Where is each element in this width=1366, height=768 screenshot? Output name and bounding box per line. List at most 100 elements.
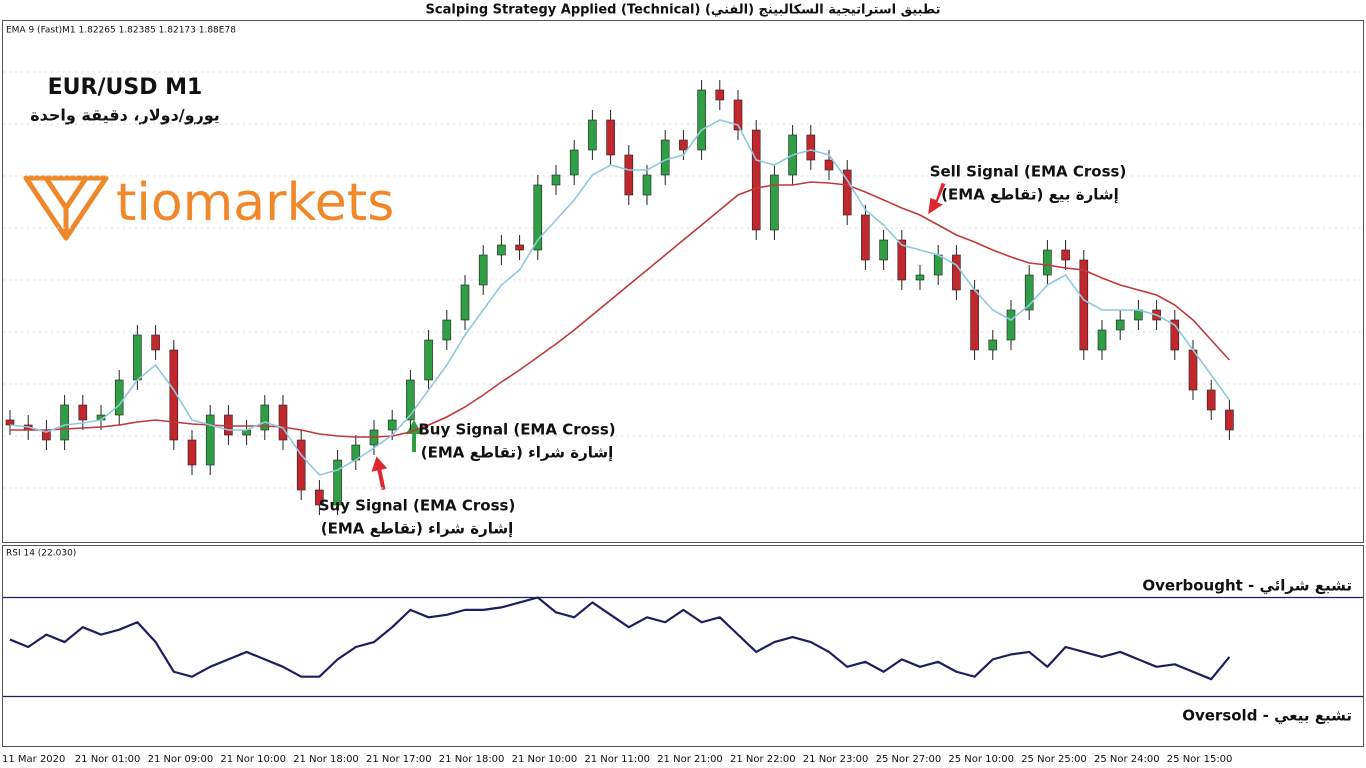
x-tick-label: 25 Nor 24:00 <box>1094 754 1160 765</box>
candle-body <box>897 239 907 281</box>
candle-body <box>78 404 88 421</box>
candle-body <box>842 169 852 216</box>
candle-body <box>1079 259 1089 351</box>
candle-body <box>606 119 615 156</box>
candle-body <box>151 334 160 351</box>
candle-body <box>460 284 470 321</box>
x-tick-label: 21 Nor 21:00 <box>657 754 723 765</box>
candle-body <box>1115 319 1125 331</box>
candle-body <box>406 379 415 421</box>
level-label: Oversold - تشبع بيعي <box>1182 707 1352 725</box>
candle-body <box>1206 389 1216 411</box>
page-title: Scalping Strategy Applied (Technical) تط… <box>426 3 941 18</box>
candle-body <box>970 289 979 351</box>
candle-body <box>861 214 870 261</box>
annotation-title: Suy Signal (EMA Cross) <box>319 497 516 515</box>
candle-body <box>315 489 324 506</box>
candle-body <box>1006 309 1016 341</box>
brand-name: tiomarkets <box>116 173 394 233</box>
symbol: EUR/USD M1 <box>48 75 203 100</box>
candle-body <box>569 149 579 176</box>
candle-body <box>697 89 706 151</box>
candle-body <box>224 414 233 436</box>
candle-body <box>497 244 506 256</box>
candle-body <box>205 414 215 466</box>
candle-body <box>715 89 725 101</box>
x-tick-label: 21 Nor 22:00 <box>730 754 796 765</box>
x-tick-label: 21 Nor 17:00 <box>366 754 432 765</box>
candle-body <box>1024 274 1034 311</box>
buy-arrow-red <box>371 456 388 491</box>
candle-body <box>806 134 816 161</box>
x-tick-label: 21 Nor 18:00 <box>439 754 505 765</box>
candle-body <box>1188 349 1198 391</box>
x-tick-label: 21 Nor 11:00 <box>584 754 650 765</box>
candle-body <box>952 254 961 291</box>
candle-body <box>478 254 488 286</box>
candle-body <box>60 404 69 441</box>
candle-body <box>133 334 142 381</box>
annotation-title: Sell Signal (EMA Cross) <box>930 163 1127 181</box>
candle-body <box>1225 409 1234 431</box>
symbol-subtitle: يورو/دولار، دقيقة واحدة <box>30 106 220 125</box>
annotation-subtitle: إشارة شراء (تقاطع EMA) <box>321 520 514 538</box>
candle-body <box>515 244 524 251</box>
candle-body <box>770 174 779 231</box>
candle-body <box>260 404 270 431</box>
level-label: Overbought - تشبع شرائي <box>1142 577 1352 595</box>
x-tick-label: 25 Nor 10:00 <box>948 754 1014 765</box>
candle-body <box>679 139 688 151</box>
candle-body <box>187 439 197 466</box>
brand-logo: tiomarkets <box>23 173 394 241</box>
candle-body <box>296 439 306 491</box>
candle-body <box>1043 249 1052 276</box>
candle-body <box>114 379 124 416</box>
x-tick-label: 21 Nor 10:00 <box>512 754 578 765</box>
rsi-header: RSI 14 (22.030) <box>6 549 76 559</box>
candle-body <box>660 139 670 176</box>
candle-body <box>1097 329 1107 351</box>
candle-body <box>588 119 597 151</box>
candle-body <box>915 274 925 281</box>
x-tick-label: 21 Nor 09:00 <box>148 754 214 765</box>
sell-arrow <box>928 182 946 215</box>
candle-body <box>624 154 634 196</box>
candle-body <box>387 419 397 431</box>
candle-body <box>551 174 561 186</box>
indicator-header: EMA 9 (Fast)M1 1.82265 1.82385 1.82173 1… <box>6 26 236 36</box>
candle-body <box>642 174 652 196</box>
x-tick-label: 11 Mar 2020 <box>2 754 65 765</box>
rsi-line <box>9 596 1231 681</box>
x-tick-label: 21 Nor 18:00 <box>293 754 359 765</box>
ema-fast-line <box>9 119 1231 476</box>
x-tick-label: 21 Nor 01:00 <box>75 754 141 765</box>
x-tick-label: 21 Nor 23:00 <box>803 754 869 765</box>
candle-body <box>169 349 179 441</box>
candle-body <box>988 339 998 351</box>
candle-body <box>824 159 834 171</box>
logo-icon <box>23 175 109 241</box>
candle-body <box>879 239 888 261</box>
candle-body <box>442 319 452 341</box>
rsi-panel-frame <box>2 545 1364 747</box>
x-tick-label: 25 Nor 25:00 <box>1021 754 1087 765</box>
candle-body <box>333 459 342 506</box>
candle-body <box>933 254 943 276</box>
candle-body <box>751 129 761 231</box>
annotation-subtitle: إشارة شراء (تقاطع EMA) <box>421 444 614 462</box>
candle-body <box>278 404 288 441</box>
candle-body <box>1170 319 1180 351</box>
x-tick-label: 21 Nor 10:00 <box>220 754 286 765</box>
candle-body <box>1061 249 1070 261</box>
x-tick-label: 25 Nor 15:00 <box>1167 754 1233 765</box>
candle-body <box>5 419 15 426</box>
main-panel-frame <box>2 20 1364 543</box>
annotation-subtitle: إشارة بيع (تقاطع EMA) <box>941 186 1119 204</box>
candle-body <box>533 184 543 251</box>
x-tick-label: 25 Nor 27:00 <box>876 754 942 765</box>
annotation-title: Buy Signal (EMA Cross) <box>418 421 615 439</box>
candle-body <box>733 99 743 131</box>
candle-body <box>424 339 433 381</box>
